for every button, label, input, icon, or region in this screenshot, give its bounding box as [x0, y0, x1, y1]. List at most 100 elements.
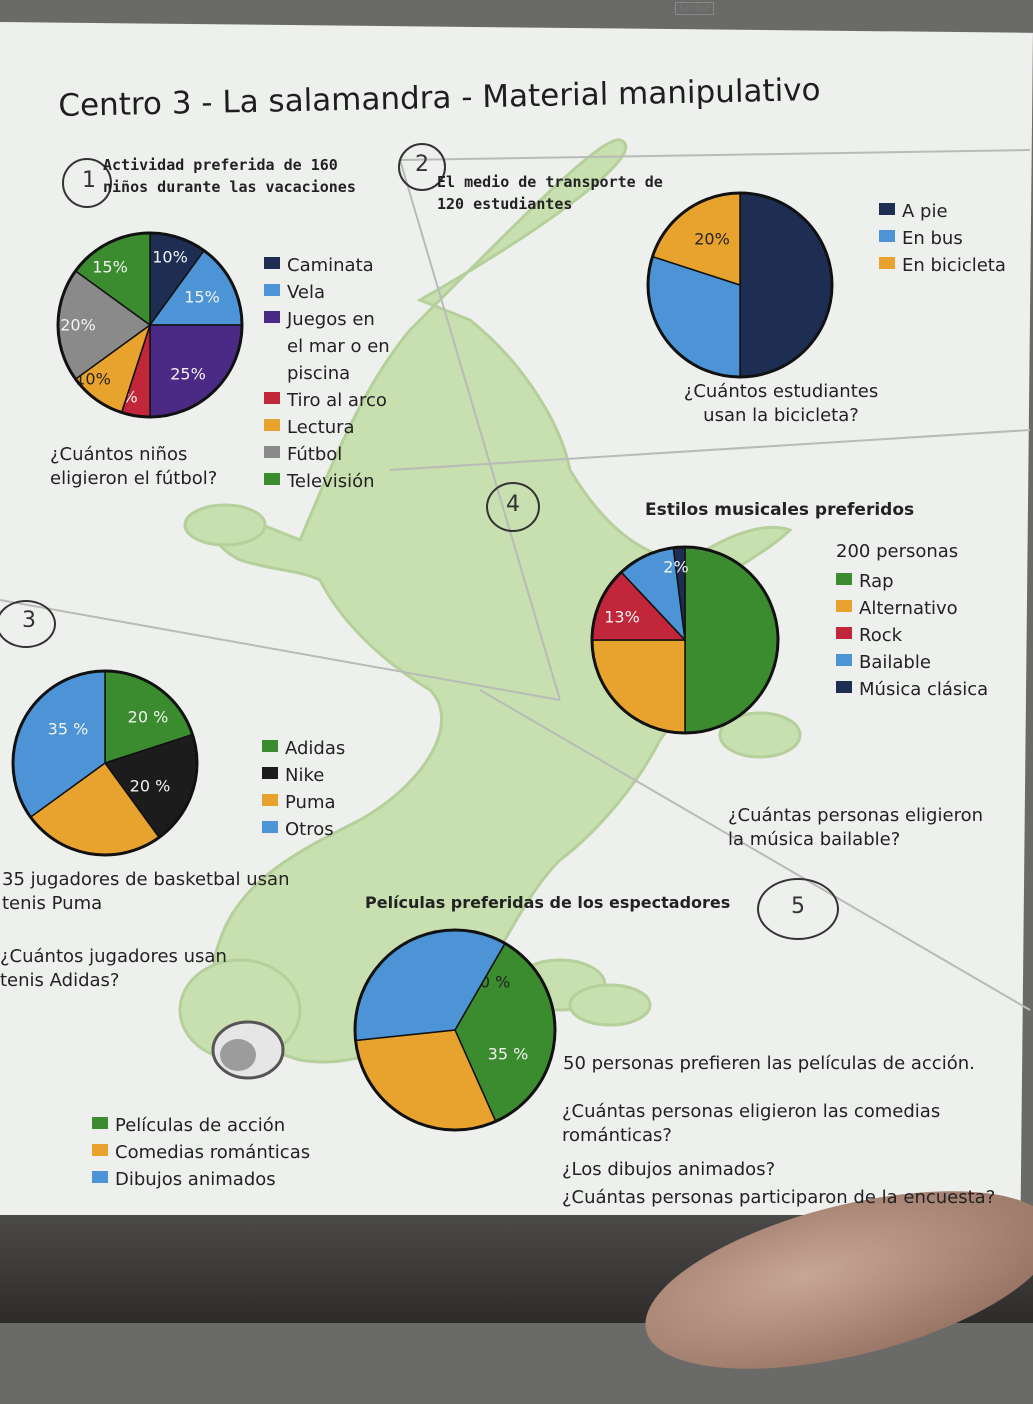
legend-item-activities-6: Televisión: [264, 468, 394, 495]
legend-label: Vela: [287, 282, 326, 303]
legend-item-transport-0: A pie: [879, 198, 1019, 225]
legend-item-shoes-3: Otros: [262, 816, 372, 843]
legend-item-shoes-2: Puma: [262, 789, 372, 816]
legend-activities: Caminata Vela Juegos en el mar o en piscin…: [264, 252, 394, 495]
legend-label: Otros: [285, 819, 334, 840]
legend-item-movies-0: Películas de acción: [92, 1112, 352, 1139]
legend-transport: A pie En bus En bicicleta: [879, 198, 1019, 279]
legend-swatch: [264, 473, 280, 485]
legend-swatch: [836, 654, 852, 666]
legend-item-transport-2: En bicicleta: [879, 252, 1019, 279]
worksheet-drawing: 10%15%25%5%10%20%15% 20% 20 %20 %35 % 13…: [0, 138, 1031, 1132]
legend-swatch: [836, 627, 852, 639]
s5-note: 50 personas prefieren las películas de a…: [563, 1053, 975, 1074]
s3-question: ¿Cuántos jugadores usan tenis Adidas?: [0, 946, 227, 991]
pie-label-activities-1: 15%: [184, 288, 220, 307]
legend-label: Bailable: [859, 652, 931, 673]
lizard-eye-icon: [220, 1039, 256, 1071]
pie-chart-shoes: 20 % 20 % 35 %: [11, 669, 199, 857]
pie-outline-music: [590, 545, 780, 735]
legend-label: Televisión: [287, 471, 375, 492]
section-number-3: 3: [0, 600, 56, 648]
legend-item-shoes-0: Adidas: [262, 735, 372, 762]
section-number-2: 2: [398, 143, 446, 191]
pie-label-activities-5: 20%: [60, 316, 96, 335]
legend-label: Juegos en el mar o en piscina: [287, 309, 390, 384]
pie-chart-movies: 30 %35 %: [353, 928, 557, 1132]
s4-question: ¿Cuántas personas eligieron la música ba…: [728, 805, 983, 850]
pie-label-activities-2: 25%: [170, 365, 206, 384]
legend-label: Rock: [859, 625, 903, 646]
pie-outline-activities: [56, 231, 244, 419]
legend-music: Rap Alternativo Rock Bailable Música clásica: [836, 568, 1006, 703]
s5-question-1: ¿Cuántas personas eligieron las comedias…: [562, 1101, 941, 1146]
pie-outline-shoes: [11, 669, 199, 857]
legend-swatch: [262, 767, 278, 779]
legend-item-shoes-1: Nike: [262, 762, 372, 789]
legend-item-music-4: Música clásica: [836, 676, 1006, 703]
legend-label: Rap: [859, 571, 894, 592]
pie-label-movies-2: 35 %: [488, 1045, 529, 1064]
pie-label-activities-0: 10%: [152, 248, 188, 267]
legend-label: En bus: [902, 228, 963, 249]
section-number-4: 4: [486, 482, 540, 532]
legend-swatch: [262, 740, 278, 752]
s4-heading: Estilos musicales preferidos: [645, 500, 915, 520]
pie-outline-transport: [646, 191, 834, 379]
legend-label: Adidas: [285, 738, 346, 759]
legend-swatch: [264, 311, 280, 323]
s2-heading: El medio de transporte de 120 estudiante…: [437, 173, 663, 213]
legend-swatch: [264, 419, 280, 431]
legend-item-activities-1: Vela: [264, 279, 394, 306]
section-number-5: 5: [757, 878, 839, 940]
pie-label-activities-4: 10%: [75, 370, 111, 389]
legend-swatch: [836, 600, 852, 612]
s5-question-2: ¿Los dibujos animados?: [562, 1159, 776, 1180]
legend-item-activities-5: Fútbol: [264, 441, 394, 468]
legend-label: Dibujos animados: [115, 1169, 276, 1190]
legend-swatch: [92, 1117, 108, 1129]
s1-question: ¿Cuántos niños eligieron el fútbol?: [50, 444, 218, 489]
legend-swatch: [879, 230, 895, 242]
pie-chart-transport: 20%: [646, 191, 834, 379]
legend-item-music-0: Rap: [836, 568, 1006, 595]
legend-label: Películas de acción: [115, 1115, 286, 1136]
legend-label: En bicicleta: [902, 255, 1006, 276]
legend-label: Caminata: [287, 255, 374, 276]
s5-heading: Películas preferidas de los espectadores: [365, 893, 731, 912]
legend-swatch: [264, 446, 280, 458]
pie-label-shoes-3: 35 %: [48, 720, 89, 739]
legend-item-transport-1: En bus: [879, 225, 1019, 252]
pie-label-shoes-1: 20 %: [130, 777, 171, 796]
legend-label: Fútbol: [287, 444, 343, 465]
legend-swatch: [836, 681, 852, 693]
legend-swatch: [879, 203, 895, 215]
legend-item-music-2: Rock: [836, 622, 1006, 649]
legend-label: Alternativo: [859, 598, 958, 619]
brand-tag: Scribe: [675, 2, 715, 15]
pie-chart-music: 13% 2%: [590, 545, 780, 735]
legend-swatch: [262, 821, 278, 833]
pie-outline-movies: [353, 928, 557, 1132]
pie-label-shoes-0: 20 %: [128, 708, 169, 727]
legend-swatch: [879, 257, 895, 269]
pie-slice-music-0: [684, 546, 779, 734]
legend-item-activities-0: Caminata: [264, 252, 394, 279]
legend-item-movies-1: Comedias románticas: [92, 1139, 352, 1166]
legend-label: Lectura: [287, 417, 355, 438]
legend-item-activities-3: Tiro al arco: [264, 387, 394, 414]
legend-item-activities-4: Lectura: [264, 414, 394, 441]
legend-label: Música clásica: [859, 679, 989, 700]
legend-shoes: Adidas Nike Puma Otros: [262, 735, 372, 843]
section-dividers: [0, 149, 1031, 1011]
pie-label-transport-2: 20%: [694, 230, 730, 249]
legend-item-music-1: Alternativo: [836, 595, 1006, 622]
s4-subheading: 200 personas: [836, 541, 959, 562]
s2-question: ¿Cuántos estudiantes usan la bicicleta?: [683, 381, 879, 426]
section-number-1: 1: [62, 158, 112, 208]
legend-label: Comedias románticas: [115, 1142, 311, 1163]
legend-label: Tiro al arco: [287, 390, 387, 411]
s5-question-3: ¿Cuántas personas participaron de la enc…: [562, 1187, 996, 1208]
s3-note: 35 jugadores de basketbal usan tenis Pum…: [2, 869, 290, 914]
legend-swatch: [264, 392, 280, 404]
